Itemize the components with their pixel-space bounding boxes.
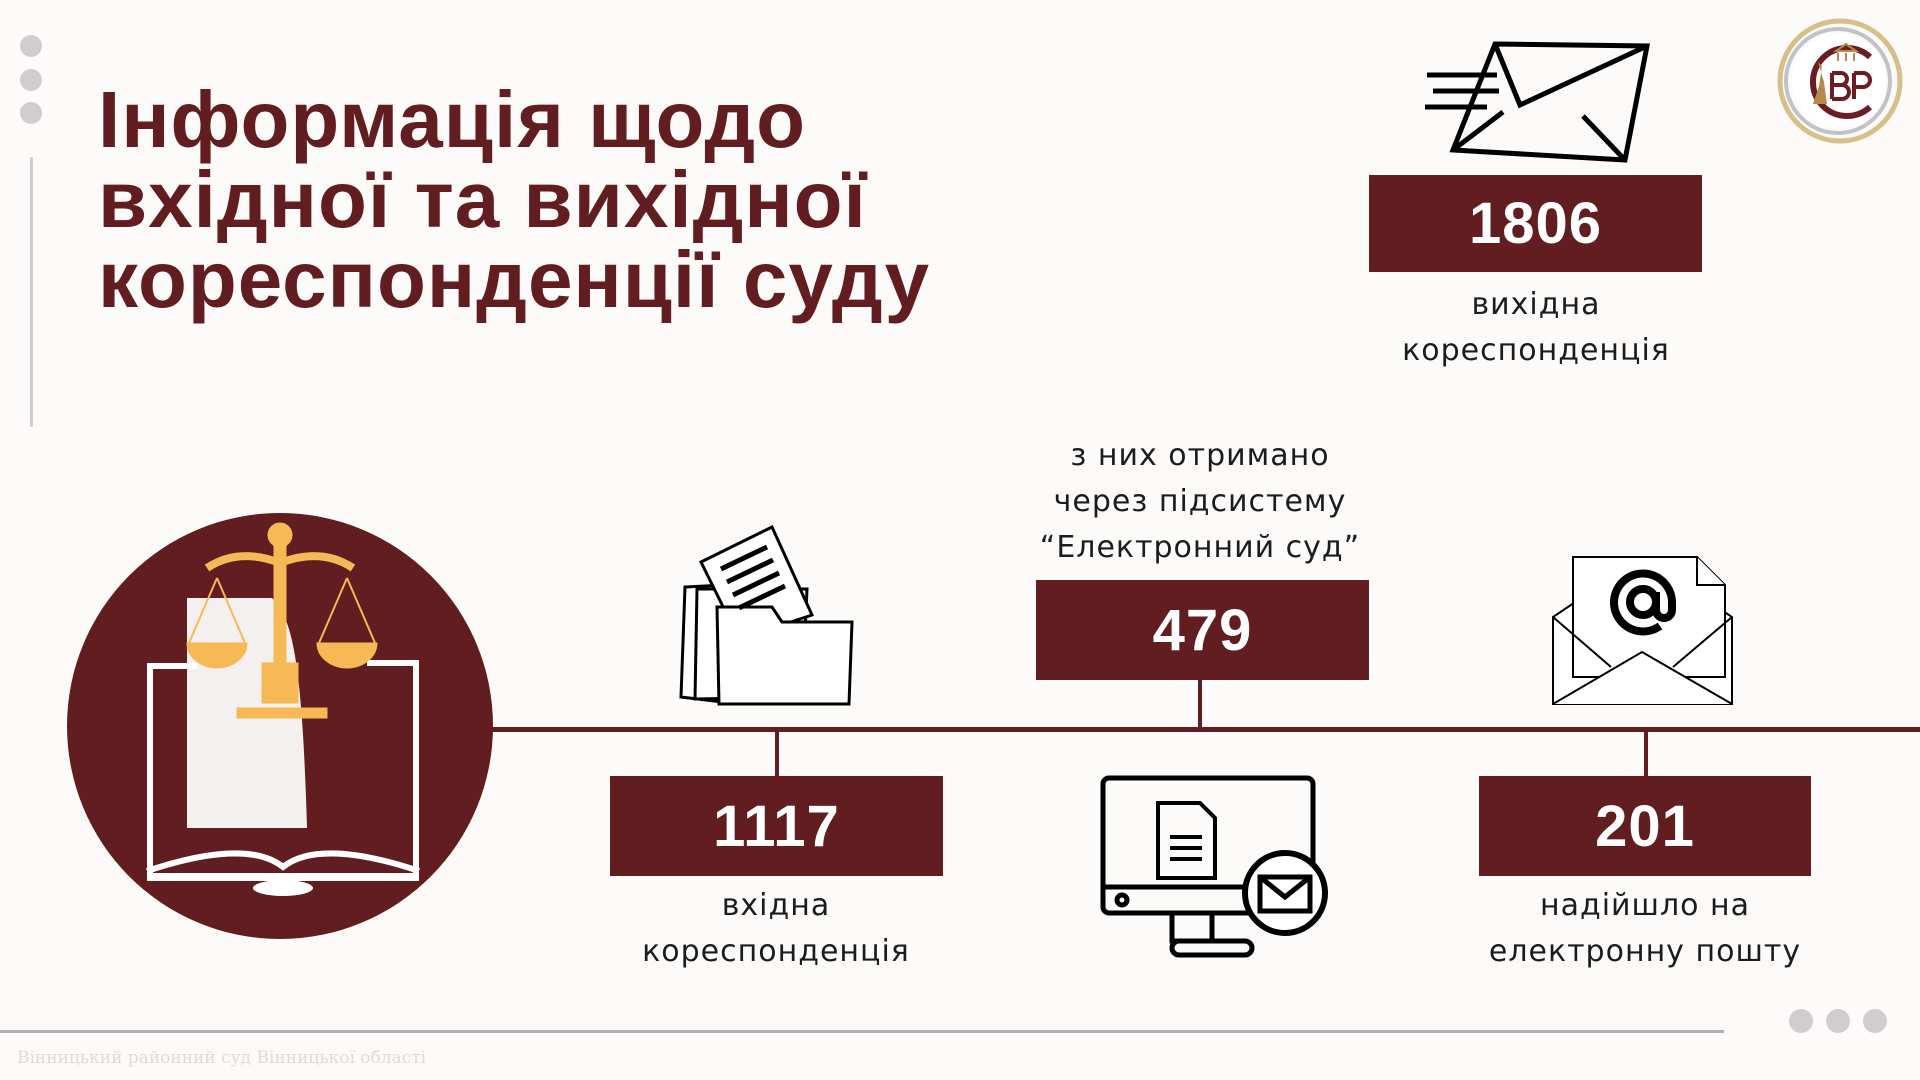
incoming-label: вхідна кореспонденція [576, 883, 976, 975]
label-line: кореспонденція [1402, 333, 1670, 368]
outgoing-count-box: 1806 [1369, 175, 1702, 272]
label-line: вхідна [721, 888, 831, 923]
outgoing-label: вихідна кореспонденція [1336, 282, 1736, 374]
page-title: Інформація щодо вхідної та вихідної коре… [98, 80, 930, 320]
timeline-connector [775, 729, 779, 777]
timeline-connector [1198, 680, 1202, 729]
electronic-court-caption: з них отримано через підсистему “Електро… [1000, 433, 1400, 571]
title-line: вхідної та вихідної [98, 155, 868, 244]
footer-divider [0, 1030, 1724, 1033]
folder-documents-icon [679, 524, 854, 706]
timeline-line [480, 727, 1920, 732]
label-line: надійшло на [1539, 888, 1751, 923]
email-label: надійшло на електронну пошту [1445, 883, 1845, 975]
electronic-court-count: 479 [1152, 597, 1253, 663]
footer-court-name: Вінницький районний суд Вінницької облас… [17, 1048, 427, 1068]
incoming-count: 1117 [713, 793, 840, 859]
justice-book-scales-icon [67, 513, 493, 939]
label-line: кореспонденція [642, 934, 910, 969]
decor-dot [20, 69, 42, 91]
email-count-box: 201 [1479, 776, 1811, 876]
decor-dot [1789, 1009, 1813, 1033]
label-line: вихідна [1471, 287, 1601, 322]
outgoing-count: 1806 [1468, 191, 1603, 256]
title-line: Інформація щодо [98, 75, 807, 164]
decor-dot [20, 102, 42, 124]
label-line: електронну пошту [1488, 934, 1802, 969]
decor-vertical-line [30, 157, 33, 427]
title-line: кореспонденції суду [98, 235, 931, 324]
caption-line: через підсистему [1053, 484, 1347, 519]
decor-dot [20, 35, 42, 57]
timeline-connector [1644, 729, 1648, 777]
email-count: 201 [1595, 793, 1695, 859]
caption-line: з них отримано [1070, 438, 1330, 473]
caption-line: “Електронний суд” [1039, 530, 1361, 565]
incoming-count-box: 1117 [610, 776, 943, 876]
electronic-court-count-box: 479 [1036, 580, 1369, 680]
flying-envelope-icon [1425, 41, 1651, 163]
court-logo [1777, 18, 1903, 144]
decor-dot [1826, 1009, 1850, 1033]
computer-mail-icon [1100, 775, 1328, 958]
email-at-icon [1552, 555, 1733, 705]
decor-dot [1863, 1009, 1887, 1033]
